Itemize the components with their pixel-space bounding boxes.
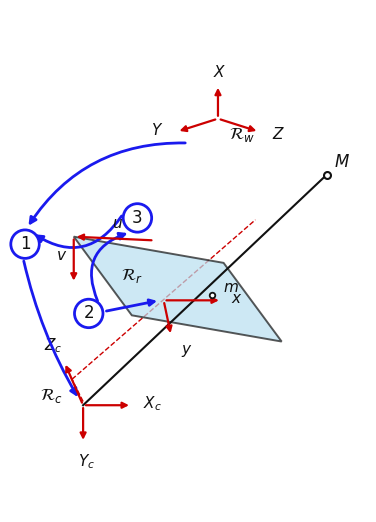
- Text: $X_c$: $X_c$: [143, 394, 162, 413]
- Text: $y$: $y$: [180, 343, 192, 360]
- Text: $x$: $x$: [231, 291, 243, 306]
- Text: $v$: $v$: [56, 248, 67, 263]
- Circle shape: [123, 204, 152, 232]
- Text: $M$: $M$: [334, 153, 350, 171]
- Text: $X$: $X$: [213, 64, 226, 80]
- Circle shape: [11, 230, 39, 258]
- Text: $Z_c$: $Z_c$: [44, 337, 62, 355]
- Text: $Z$: $Z$: [272, 126, 285, 141]
- Text: 1: 1: [20, 235, 30, 253]
- Text: $u$: $u$: [112, 216, 123, 231]
- Text: $\mathcal{R}_w$: $\mathcal{R}_w$: [229, 125, 255, 144]
- Text: $Y$: $Y$: [151, 122, 164, 138]
- Text: $m$: $m$: [223, 280, 239, 295]
- Text: $\mathcal{R}_r$: $\mathcal{R}_r$: [121, 266, 143, 284]
- Polygon shape: [74, 236, 282, 341]
- Text: 2: 2: [83, 304, 94, 323]
- Text: 3: 3: [132, 209, 143, 227]
- Text: $Y_c$: $Y_c$: [78, 452, 96, 471]
- Text: $\mathcal{R}_c$: $\mathcal{R}_c$: [40, 386, 62, 405]
- Circle shape: [74, 299, 103, 328]
